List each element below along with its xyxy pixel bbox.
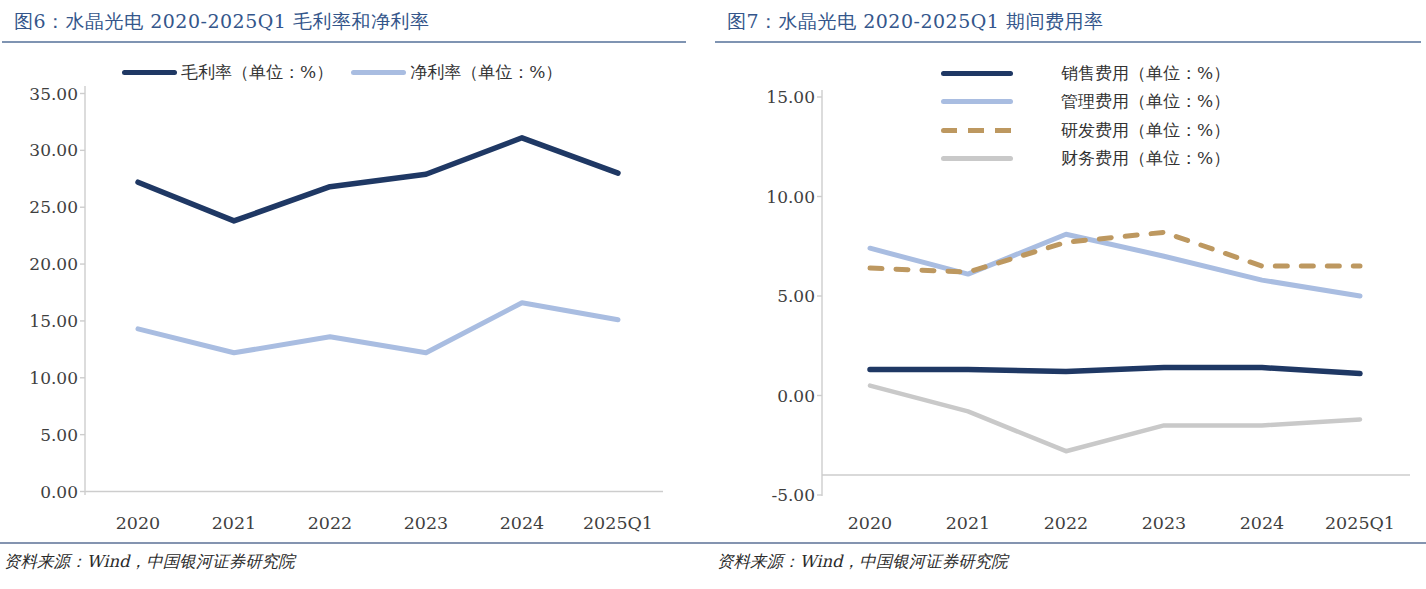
axes: [85, 86, 663, 495]
svg-text:5.00: 5.00: [777, 286, 815, 306]
svg-text:2020: 2020: [848, 513, 893, 533]
svg-text:2020: 2020: [116, 513, 161, 533]
x-axis-labels: 2020 2021 2022 2023 2024 2025Q1: [848, 513, 1395, 533]
legend-label: 销售费用（单位：%）: [1061, 62, 1230, 85]
series-line-1: [138, 303, 618, 353]
svg-text:15.00: 15.00: [29, 311, 78, 331]
figure-6-footer-rule: [0, 542, 713, 544]
x-axis-labels: 2020 2021 2022 2023 2024 2025Q1: [116, 513, 653, 533]
legend-item-rd-expense: 研发费用（单位：%）: [941, 116, 1230, 145]
selling-expense-line-swatch: [941, 71, 1013, 76]
svg-text:10.00: 10.00: [29, 368, 78, 388]
svg-text:2021: 2021: [946, 513, 991, 533]
figure-7-footer-rule: [713, 542, 1426, 544]
legend-label: 管理费用（单位：%）: [1061, 90, 1230, 113]
series-line-3: [870, 386, 1360, 452]
legend-item-admin-expense: 管理费用（单位：%）: [941, 88, 1230, 117]
svg-text:2024: 2024: [1240, 513, 1285, 533]
figure-6-legend: 毛利率（单位：%） 净利率（单位：%）: [122, 61, 562, 84]
svg-text:20.00: 20.00: [29, 254, 78, 274]
report-figures-page: 图6：水晶光电 2020-2025Q1 毛利率和净利率 35.0030.0025…: [0, 0, 1426, 589]
y-axis-labels: 15.00 10.00 5.00 0.00 -5.00: [766, 87, 822, 505]
figure-7-panel: 图7：水晶光电 2020-2025Q1 期间费用率 15.0010.005.00…: [713, 0, 1426, 589]
svg-text:2022: 2022: [308, 513, 353, 533]
svg-text:2025Q1: 2025Q1: [583, 513, 653, 533]
legend-label: 财务费用（单位：%）: [1061, 147, 1230, 170]
figure-6-chart-canvas: 35.00 30.00 25.00 20.00 15.00 10.00 5.00 0.00 20…: [0, 0, 713, 589]
svg-text:2022: 2022: [1044, 513, 1089, 533]
gross-margin-line-swatch: [122, 70, 177, 75]
figure-6-source-note: 资料来源：Wind，中国银河证券研究院: [4, 551, 295, 573]
rd-expense-line-swatch: [941, 128, 1013, 133]
svg-text:2021: 2021: [212, 513, 257, 533]
legend-item-finance-expense: 财务费用（单位：%）: [941, 145, 1230, 174]
svg-text:0.00: 0.00: [40, 482, 78, 502]
svg-text:0.00: 0.00: [777, 386, 815, 406]
legend-item-net-margin: 净利率（单位：%）: [351, 61, 562, 84]
svg-text:2023: 2023: [404, 513, 449, 533]
svg-text:15.00: 15.00: [766, 87, 815, 107]
svg-text:-5.00: -5.00: [771, 485, 815, 505]
series-line-0: [870, 368, 1360, 374]
svg-text:2024: 2024: [500, 513, 545, 533]
svg-text:2023: 2023: [1142, 513, 1187, 533]
series-lines: [138, 138, 618, 353]
legend-item-gross-margin: 毛利率（单位：%）: [122, 61, 333, 84]
svg-text:25.00: 25.00: [29, 197, 78, 217]
y-axis-labels: 35.00 30.00 25.00 20.00 15.00 10.00 5.00 0.00: [29, 84, 85, 502]
svg-text:5.00: 5.00: [40, 425, 78, 445]
svg-text:30.00: 30.00: [29, 140, 78, 160]
figure-7-source-note: 资料来源：Wind，中国银河证券研究院: [717, 551, 1008, 573]
legend-label: 毛利率（单位：%）: [181, 61, 333, 84]
svg-text:10.00: 10.00: [766, 187, 815, 207]
svg-text:35.00: 35.00: [29, 84, 78, 104]
series-line-0: [138, 138, 618, 221]
legend-label: 净利率（单位：%）: [410, 61, 562, 84]
legend-item-selling-expense: 销售费用（单位：%）: [941, 59, 1230, 88]
figure-7-legend: 销售费用（单位：%） 管理费用（单位：%） 研发费用（单位：%） 财务费用（单位…: [941, 59, 1230, 173]
legend-label: 研发费用（单位：%）: [1061, 119, 1230, 142]
series-lines: [870, 232, 1360, 451]
finance-expense-line-swatch: [941, 156, 1013, 161]
svg-text:2025Q1: 2025Q1: [1325, 513, 1395, 533]
figure-6-panel: 图6：水晶光电 2020-2025Q1 毛利率和净利率 35.0030.0025…: [0, 0, 713, 589]
admin-expense-line-swatch: [941, 99, 1013, 104]
net-margin-line-swatch: [351, 70, 406, 75]
